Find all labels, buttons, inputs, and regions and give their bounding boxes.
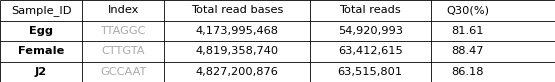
Text: Egg: Egg	[29, 26, 53, 36]
Text: 4,827,200,876: 4,827,200,876	[195, 67, 279, 77]
Text: Total read bases: Total read bases	[191, 5, 283, 15]
Text: 81.61: 81.61	[451, 26, 484, 36]
Text: 63,412,615: 63,412,615	[338, 46, 402, 56]
Text: J2: J2	[35, 67, 47, 77]
Text: Total reads: Total reads	[339, 5, 401, 15]
Text: 4,173,995,468: 4,173,995,468	[195, 26, 279, 36]
Text: 54,920,993: 54,920,993	[337, 26, 403, 36]
Text: Q30(%): Q30(%)	[446, 5, 489, 15]
Text: Index: Index	[108, 5, 139, 15]
Text: 88.47: 88.47	[451, 46, 484, 56]
Text: CTTGTA: CTTGTA	[102, 46, 145, 56]
Text: GCCAAT: GCCAAT	[100, 67, 147, 77]
Text: TTAGGC: TTAGGC	[100, 26, 146, 36]
Text: 63,515,801: 63,515,801	[337, 67, 403, 77]
Text: Female: Female	[18, 46, 64, 56]
Text: 86.18: 86.18	[451, 67, 484, 77]
Text: Sample_ID: Sample_ID	[11, 5, 72, 16]
Text: 4,819,358,740: 4,819,358,740	[195, 46, 279, 56]
